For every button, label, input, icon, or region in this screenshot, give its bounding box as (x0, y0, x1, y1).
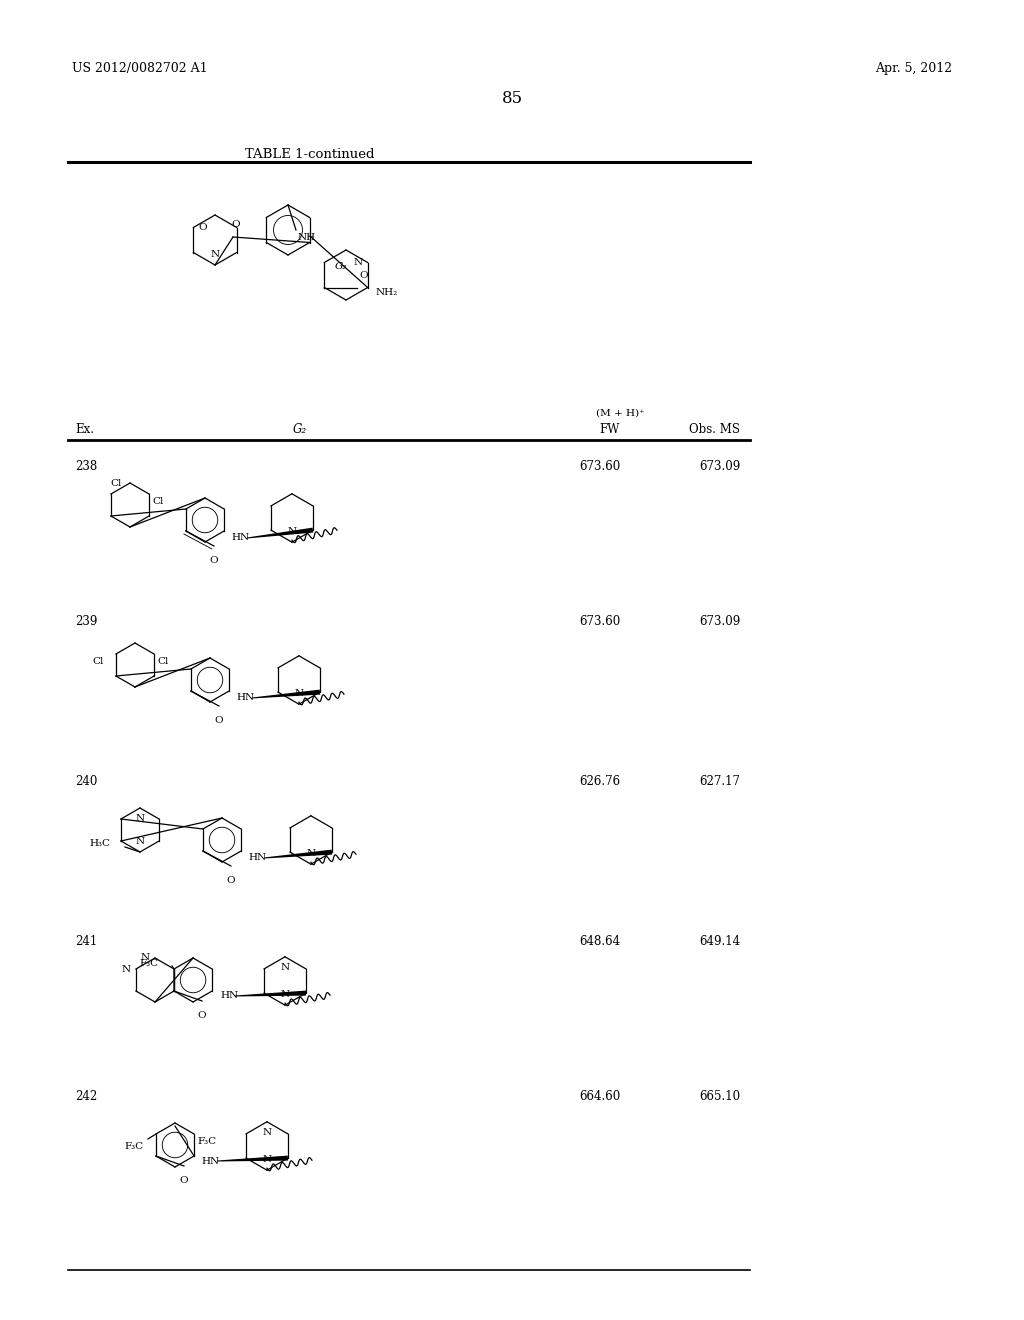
Text: F₃C: F₃C (140, 960, 159, 969)
Text: 648.64: 648.64 (579, 935, 620, 948)
Text: O: O (210, 556, 218, 565)
Text: 85: 85 (502, 90, 522, 107)
Text: HN: HN (220, 991, 239, 1001)
Text: Cl: Cl (157, 657, 168, 667)
Text: O: O (359, 271, 368, 280)
Text: 664.60: 664.60 (579, 1090, 620, 1104)
Text: HN: HN (237, 693, 255, 702)
Text: 239: 239 (75, 615, 97, 628)
Text: F₃C: F₃C (125, 1142, 144, 1151)
Text: O: O (179, 1176, 188, 1185)
Text: O: O (215, 715, 223, 725)
Text: O: O (226, 876, 236, 884)
Text: N: N (141, 953, 150, 962)
Text: NH₂: NH₂ (376, 288, 397, 297)
Text: N: N (281, 962, 290, 972)
Text: 673.60: 673.60 (579, 615, 620, 628)
Text: 673.60: 673.60 (579, 459, 620, 473)
Text: O: O (199, 223, 207, 232)
Text: Cl: Cl (92, 657, 104, 667)
Text: O: O (231, 220, 241, 228)
Text: Cl: Cl (152, 498, 164, 506)
Text: O: O (198, 1011, 206, 1020)
Text: 241: 241 (75, 935, 97, 948)
Text: N: N (262, 1127, 271, 1137)
Text: HN: HN (232, 533, 250, 543)
Text: 626.76: 626.76 (579, 775, 620, 788)
Text: N: N (353, 257, 362, 267)
Text: HN: HN (249, 854, 267, 862)
Text: 673.09: 673.09 (698, 615, 740, 628)
Text: N: N (135, 837, 144, 846)
Text: N: N (281, 990, 290, 999)
Text: Apr. 5, 2012: Apr. 5, 2012 (874, 62, 952, 75)
Text: G₂: G₂ (293, 422, 307, 436)
Text: Obs. MS: Obs. MS (689, 422, 740, 436)
Polygon shape (252, 689, 321, 698)
Text: HN: HN (202, 1156, 220, 1166)
Text: N: N (306, 849, 315, 858)
Text: (M + H)⁺: (M + H)⁺ (596, 409, 645, 418)
Text: H₃C: H₃C (89, 840, 110, 849)
Text: N: N (211, 249, 219, 259)
Polygon shape (264, 850, 332, 858)
Text: NH: NH (298, 234, 316, 242)
Text: 649.14: 649.14 (698, 935, 740, 948)
Text: 627.17: 627.17 (699, 775, 740, 788)
Text: N: N (262, 1155, 271, 1164)
Text: 240: 240 (75, 775, 97, 788)
Text: N: N (288, 527, 297, 536)
Text: F₃C: F₃C (197, 1137, 216, 1146)
Text: G₂: G₂ (335, 261, 347, 271)
Text: 665.10: 665.10 (698, 1090, 740, 1104)
Text: N: N (294, 689, 303, 698)
Text: N: N (135, 814, 144, 822)
Text: 673.09: 673.09 (698, 459, 740, 473)
Text: 242: 242 (75, 1090, 97, 1104)
Text: 238: 238 (75, 459, 97, 473)
Text: Cl: Cl (111, 479, 122, 487)
Polygon shape (247, 528, 313, 539)
Text: FW: FW (600, 422, 620, 436)
Polygon shape (217, 1155, 288, 1162)
Text: TABLE 1-continued: TABLE 1-continued (246, 148, 375, 161)
Text: Ex.: Ex. (75, 422, 94, 436)
Text: US 2012/0082702 A1: US 2012/0082702 A1 (72, 62, 208, 75)
Text: N: N (122, 965, 131, 974)
Polygon shape (234, 990, 306, 997)
